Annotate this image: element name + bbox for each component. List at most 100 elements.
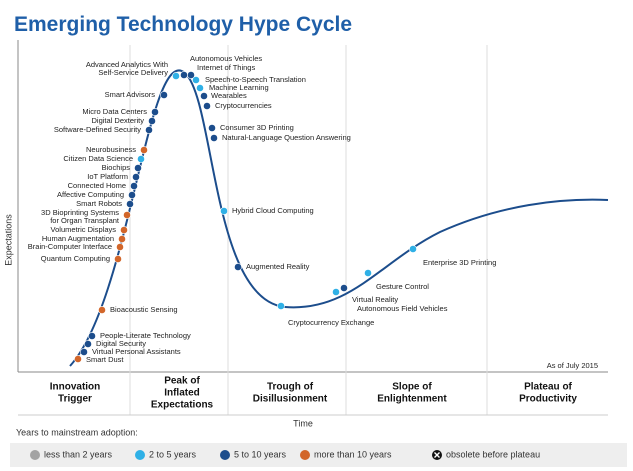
technology-dot — [134, 164, 142, 172]
technology-label: Smart Robots — [76, 199, 122, 208]
technology-dot — [409, 245, 417, 253]
technology-label: Biochips — [102, 163, 131, 172]
technology-dot — [116, 243, 124, 251]
legend-label: more than 10 years — [314, 449, 392, 459]
technology-dot — [128, 191, 136, 199]
technology-label: IoT Platform — [87, 172, 128, 181]
technology-label: Augmented Reality — [246, 262, 310, 271]
technology-label: Speech-to-Speech Translation — [205, 75, 306, 84]
technology-label: Virtual Reality — [352, 295, 398, 304]
technology-label: Connected Home — [68, 181, 126, 190]
technology-label: Neurobusiness — [86, 145, 136, 154]
legend-label: 5 to 10 years — [234, 449, 287, 459]
technology-dot — [84, 340, 92, 348]
technology-dot — [88, 332, 96, 340]
technology-label: Bioacoustic Sensing — [110, 305, 178, 314]
technology-label: Consumer 3D Printing — [220, 123, 294, 132]
phase-dividers — [129, 45, 488, 415]
technology-label: Autonomous Field Vehicles — [357, 304, 448, 313]
technology-dot — [98, 306, 106, 314]
technology-label: Enterprise 3D Printing — [423, 258, 496, 267]
phase-label: Plateau of — [524, 382, 572, 393]
technology-dot — [80, 348, 88, 356]
technology-label: Smart Advisors — [105, 90, 156, 99]
technology-label: Internet of Things — [197, 63, 255, 72]
technology-label: Digital Security — [96, 339, 146, 348]
technology-dot — [172, 72, 180, 80]
technology-label: Wearables — [211, 91, 247, 100]
legend-x — [434, 452, 440, 458]
technology-label: Advanced Analytics With — [86, 60, 168, 69]
technology-label: Human Augmentation — [42, 234, 114, 243]
technology-dot — [340, 284, 348, 292]
technology-dot — [192, 76, 200, 84]
technology-dot — [210, 134, 218, 142]
technology-dot — [208, 124, 216, 132]
phase-label: Innovation — [50, 382, 101, 393]
technology-dot — [140, 146, 148, 154]
phase-label: Enlightenment — [377, 394, 447, 405]
x-axis-label: Time — [293, 418, 313, 428]
legend-label: 2 to 5 years — [149, 449, 197, 459]
technology-label: Virtual Personal Assistants — [92, 347, 181, 356]
phase-label: Slope of — [392, 382, 432, 393]
legend-label: less than 2 years — [44, 449, 113, 459]
technology-dot — [196, 84, 204, 92]
technology-dot — [203, 102, 211, 110]
technology-label: Cryptocurrencies — [215, 101, 272, 110]
technology-dot — [130, 182, 138, 190]
technology-dot — [145, 126, 153, 134]
technology-label: Smart Dust — [86, 355, 124, 364]
technology-dot — [126, 200, 134, 208]
technology-dot — [118, 235, 126, 243]
technology-dot — [114, 255, 122, 263]
technology-label: Autonomous Vehicles — [190, 54, 262, 63]
phase-label: Trough of — [267, 382, 314, 393]
technology-label: 3D Bioprinting Systems — [41, 208, 119, 217]
technology-label: Volumetric Displays — [51, 225, 117, 234]
phase-label: Peak of — [164, 376, 200, 387]
phase-label: Disillusionment — [253, 394, 328, 405]
technology-label: Brain-Computer Interface — [28, 242, 112, 251]
legend-swatch — [30, 450, 40, 460]
technology-dot — [74, 355, 82, 363]
technology-label: Digital Dexterity — [91, 116, 144, 125]
phase-label: Inflated — [164, 388, 200, 399]
technology-dot — [220, 207, 228, 215]
technology-label: for Organ Transplant — [50, 216, 120, 225]
technology-dot — [234, 263, 242, 271]
title: Emerging Technology Hype Cycle — [14, 13, 352, 36]
technology-label: Citizen Data Science — [63, 154, 133, 163]
legend-background — [10, 443, 627, 467]
technology-dot — [332, 288, 340, 296]
technology-dot — [120, 226, 128, 234]
phase-label: Productivity — [519, 394, 577, 405]
technology-dot — [148, 117, 156, 125]
legend-swatch — [300, 450, 310, 460]
technology-label: Affective Computing — [57, 190, 124, 199]
technology-dot — [151, 108, 159, 116]
technology-label: Hybrid Cloud Computing — [232, 206, 314, 215]
technology-label: Self-Service Delivery — [98, 68, 168, 77]
technology-label: Natural-Language Question Answering — [222, 133, 351, 142]
technology-dot — [137, 155, 145, 163]
technology-dot — [364, 269, 372, 277]
technology-dot — [187, 71, 195, 79]
technology-label: Software-Defined Security — [54, 125, 141, 134]
technology-dot — [200, 92, 208, 100]
technology-label: People-Literate Technology — [100, 331, 191, 340]
phase-label: Expectations — [151, 400, 214, 411]
phase-label: Trigger — [58, 394, 92, 405]
note: As of July 2015 — [547, 361, 598, 370]
technology-dot — [132, 173, 140, 181]
legend-swatch — [135, 450, 145, 460]
technology-dot — [123, 211, 131, 219]
legend-swatch — [220, 450, 230, 460]
technology-label: Gesture Control — [376, 282, 429, 291]
legend-label: obsolete before plateau — [446, 449, 540, 459]
technology-dot — [180, 71, 188, 79]
legend-title: Years to mainstream adoption: — [16, 427, 138, 437]
technology-label: Quantum Computing — [41, 254, 110, 263]
technology-label: Cryptocurrency Exchange — [288, 318, 374, 327]
